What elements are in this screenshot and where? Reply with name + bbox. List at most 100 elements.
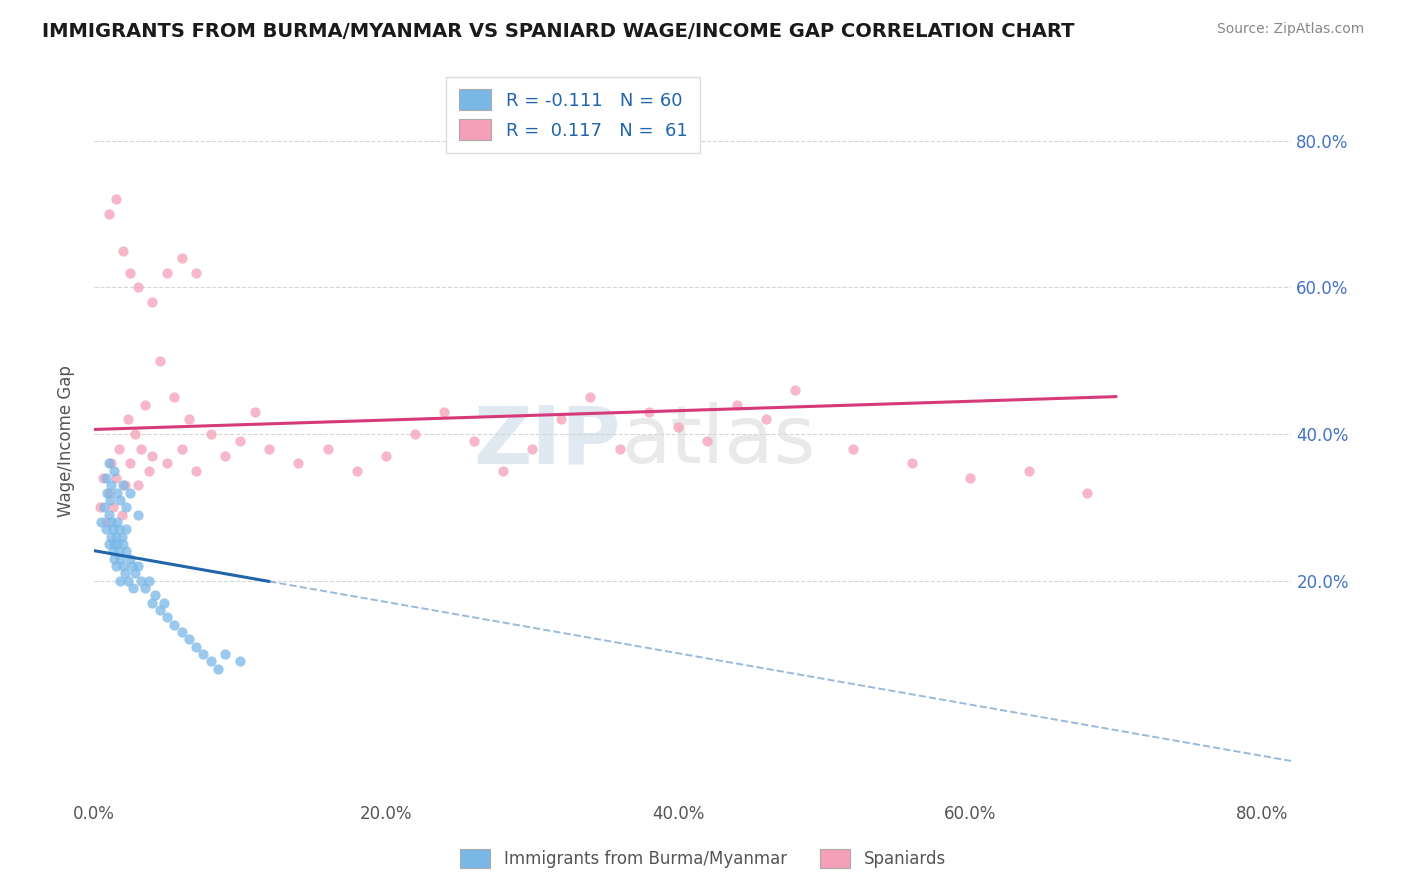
Point [177, 412, 200, 426]
Point [97, 508, 120, 522]
Point [111, 530, 134, 544]
Point [124, 566, 146, 581]
Point [186, 266, 208, 280]
Point [725, 398, 748, 412]
Point [97, 485, 120, 500]
Point [104, 530, 127, 544]
Point [177, 632, 200, 647]
Point [110, 493, 132, 508]
Point [124, 427, 146, 442]
Point [97, 537, 120, 551]
Point [111, 508, 134, 522]
Point [104, 193, 127, 207]
Point [229, 434, 252, 449]
Point [550, 412, 572, 426]
Point [229, 654, 252, 668]
Point [900, 456, 922, 470]
Point [94, 522, 117, 536]
Point [163, 391, 186, 405]
Point [97, 456, 120, 470]
Point [127, 559, 149, 574]
Point [134, 581, 156, 595]
Point [89, 500, 111, 515]
Point [104, 471, 127, 485]
Point [117, 412, 139, 426]
Point [520, 442, 543, 456]
Point [609, 442, 631, 456]
Text: ZIP: ZIP [474, 402, 621, 481]
Point [156, 266, 179, 280]
Point [110, 551, 132, 566]
Text: atlas: atlas [621, 402, 815, 481]
Point [141, 596, 163, 610]
Point [141, 295, 163, 310]
Point [200, 427, 222, 442]
Point [114, 566, 136, 581]
Point [257, 442, 280, 456]
Point [127, 508, 149, 522]
Point [214, 647, 236, 661]
Point [122, 581, 145, 595]
Point [94, 515, 117, 529]
Point [103, 551, 125, 566]
Point [134, 398, 156, 412]
Point [112, 244, 135, 258]
Point [112, 478, 135, 492]
Point [149, 603, 172, 617]
Point [170, 625, 193, 640]
Point [117, 574, 139, 588]
Y-axis label: Wage/Income Gap: Wage/Income Gap [58, 366, 75, 517]
Point [100, 478, 122, 492]
Point [101, 522, 124, 536]
Point [696, 434, 718, 449]
Point [114, 478, 136, 492]
Point [107, 522, 129, 536]
Point [127, 280, 149, 294]
Point [287, 456, 309, 470]
Point [316, 442, 339, 456]
Point [93, 500, 115, 515]
Point [91, 471, 114, 485]
Point [97, 207, 120, 221]
Point [463, 434, 485, 449]
Text: IMMIGRANTS FROM BURMA/MYANMAR VS SPANIARD WAGE/INCOME GAP CORRELATION CHART: IMMIGRANTS FROM BURMA/MYANMAR VS SPANIAR… [42, 22, 1074, 41]
Point [112, 559, 135, 574]
Point [638, 405, 661, 419]
Point [783, 383, 806, 397]
Point [207, 662, 229, 676]
Point [110, 574, 132, 588]
Point [375, 449, 398, 463]
Point [120, 485, 142, 500]
Point [666, 419, 689, 434]
Point [115, 522, 138, 536]
Point [186, 640, 208, 654]
Point [103, 464, 125, 478]
Point [492, 464, 515, 478]
Point [107, 544, 129, 558]
Text: Source: ZipAtlas.com: Source: ZipAtlas.com [1216, 22, 1364, 37]
Point [129, 574, 152, 588]
Point [579, 391, 602, 405]
Point [842, 442, 865, 456]
Point [959, 471, 981, 485]
Point [193, 647, 215, 661]
Point [127, 478, 149, 492]
Point [153, 596, 176, 610]
Point [115, 544, 138, 558]
Point [243, 405, 266, 419]
Legend: Immigrants from Burma/Myanmar, Spaniards: Immigrants from Burma/Myanmar, Spaniards [454, 842, 952, 875]
Point [129, 442, 152, 456]
Point [100, 456, 122, 470]
Point [105, 537, 128, 551]
Point [105, 515, 128, 529]
Point [120, 551, 142, 566]
Point [101, 500, 124, 515]
Point [170, 442, 193, 456]
Point [120, 456, 142, 470]
Point [404, 427, 426, 442]
Point [186, 464, 208, 478]
Point [1076, 485, 1098, 500]
Point [214, 449, 236, 463]
Point [138, 574, 160, 588]
Point [90, 515, 112, 529]
